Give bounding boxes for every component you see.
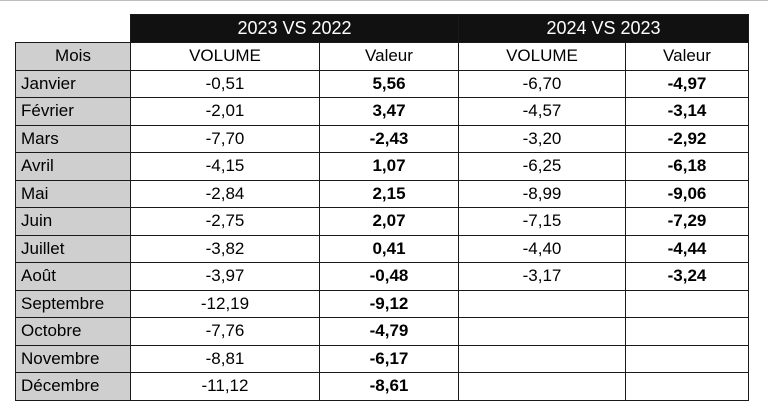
valeur-2023-cell: 2,15 <box>319 179 459 208</box>
valeur-2024-cell: -6,18 <box>625 152 749 181</box>
corner-cell <box>15 14 131 43</box>
valeur-2023-cell: 0,41 <box>319 234 459 263</box>
valeur-2024-cell: -7,29 <box>625 207 749 236</box>
table-row: Septembre -12,19 -9,12 <box>15 289 749 318</box>
valeur-2023-cell: -9,12 <box>319 289 459 318</box>
month-cell: Mars <box>15 124 131 153</box>
header-valeur-2024: Valeur <box>625 42 749 71</box>
valeur-2024-cell: -4,44 <box>625 234 749 263</box>
month-cell: Novembre <box>15 344 131 373</box>
volume-2024-cell <box>458 372 626 401</box>
volume-2023-cell: -4,15 <box>130 152 320 181</box>
volume-2023-cell: -2,75 <box>130 207 320 236</box>
volume-2024-cell: -3,20 <box>458 124 626 153</box>
volume-2024-cell: -3,17 <box>458 262 626 291</box>
valeur-2024-cell: -3,14 <box>625 97 749 126</box>
valeur-2024-cell <box>625 317 749 346</box>
header-volume-2023: VOLUME <box>130 42 320 71</box>
table-row: Février -2,01 3,47 -4,57 -3,14 <box>15 97 749 126</box>
month-cell: Août <box>15 262 131 291</box>
group-header-2024-vs-2023: 2024 VS 2023 <box>458 14 749 43</box>
column-header-row: Mois VOLUME Valeur VOLUME Valeur <box>15 42 749 71</box>
table-row: Juillet -3,82 0,41 -4,40 -4,44 <box>15 234 749 263</box>
table-row: Juin -2,75 2,07 -7,15 -7,29 <box>15 207 749 236</box>
month-cell: Mai <box>15 179 131 208</box>
valeur-2023-cell: -8,61 <box>319 372 459 401</box>
top-border-line <box>0 0 768 1</box>
table-row: Décembre -11,12 -8,61 <box>15 372 749 401</box>
volume-2024-cell: -7,15 <box>458 207 626 236</box>
month-cell: Juillet <box>15 234 131 263</box>
volume-2023-cell: -7,70 <box>130 124 320 153</box>
volume-2023-cell: -8,81 <box>130 344 320 373</box>
volume-2024-cell: -4,57 <box>458 97 626 126</box>
monthly-comparison-table: 2023 VS 2022 2024 VS 2023 Mois VOLUME Va… <box>15 14 749 401</box>
group-header-2023-vs-2022: 2023 VS 2022 <box>130 14 459 43</box>
volume-2023-cell: -0,51 <box>130 69 320 98</box>
valeur-2023-cell: 2,07 <box>319 207 459 236</box>
volume-2024-cell <box>458 344 626 373</box>
header-mois: Mois <box>15 42 131 71</box>
volume-2023-cell: -11,12 <box>130 372 320 401</box>
volume-2023-cell: -3,97 <box>130 262 320 291</box>
volume-2023-cell: -12,19 <box>130 289 320 318</box>
month-cell: Décembre <box>15 372 131 401</box>
volume-2024-cell <box>458 317 626 346</box>
month-cell: Septembre <box>15 289 131 318</box>
month-cell: Juin <box>15 207 131 236</box>
month-cell: Octobre <box>15 317 131 346</box>
table-row: Mai -2,84 2,15 -8,99 -9,06 <box>15 179 749 208</box>
volume-2024-cell: -4,40 <box>458 234 626 263</box>
volume-2023-cell: -2,01 <box>130 97 320 126</box>
valeur-2023-cell: 5,56 <box>319 69 459 98</box>
header-valeur-2023: Valeur <box>319 42 459 71</box>
volume-2024-cell <box>458 289 626 318</box>
valeur-2023-cell: -0,48 <box>319 262 459 291</box>
table-row: Août -3,97 -0,48 -3,17 -3,24 <box>15 262 749 291</box>
valeur-2024-cell <box>625 372 749 401</box>
volume-2023-cell: -2,84 <box>130 179 320 208</box>
month-cell: Janvier <box>15 69 131 98</box>
valeur-2024-cell: -4,97 <box>625 69 749 98</box>
volume-2024-cell: -6,25 <box>458 152 626 181</box>
header-volume-2024: VOLUME <box>458 42 626 71</box>
valeur-2024-cell: -9,06 <box>625 179 749 208</box>
valeur-2023-cell: -2,43 <box>319 124 459 153</box>
table-row: Avril -4,15 1,07 -6,25 -6,18 <box>15 152 749 181</box>
table-row: Mars -7,70 -2,43 -3,20 -2,92 <box>15 124 749 153</box>
volume-2023-cell: -7,76 <box>130 317 320 346</box>
table-row: Novembre -8,81 -6,17 <box>15 344 749 373</box>
volume-2024-cell: -6,70 <box>458 69 626 98</box>
table-row: Octobre -7,76 -4,79 <box>15 317 749 346</box>
valeur-2024-cell: -3,24 <box>625 262 749 291</box>
valeur-2023-cell: 1,07 <box>319 152 459 181</box>
table-row: Janvier -0,51 5,56 -6,70 -4,97 <box>15 69 749 98</box>
volume-2024-cell: -8,99 <box>458 179 626 208</box>
month-cell: Février <box>15 97 131 126</box>
valeur-2023-cell: -6,17 <box>319 344 459 373</box>
volume-2023-cell: -3,82 <box>130 234 320 263</box>
month-cell: Avril <box>15 152 131 181</box>
valeur-2023-cell: -4,79 <box>319 317 459 346</box>
valeur-2024-cell <box>625 289 749 318</box>
group-header-row: 2023 VS 2022 2024 VS 2023 <box>15 14 749 43</box>
valeur-2024-cell <box>625 344 749 373</box>
valeur-2024-cell: -2,92 <box>625 124 749 153</box>
valeur-2023-cell: 3,47 <box>319 97 459 126</box>
